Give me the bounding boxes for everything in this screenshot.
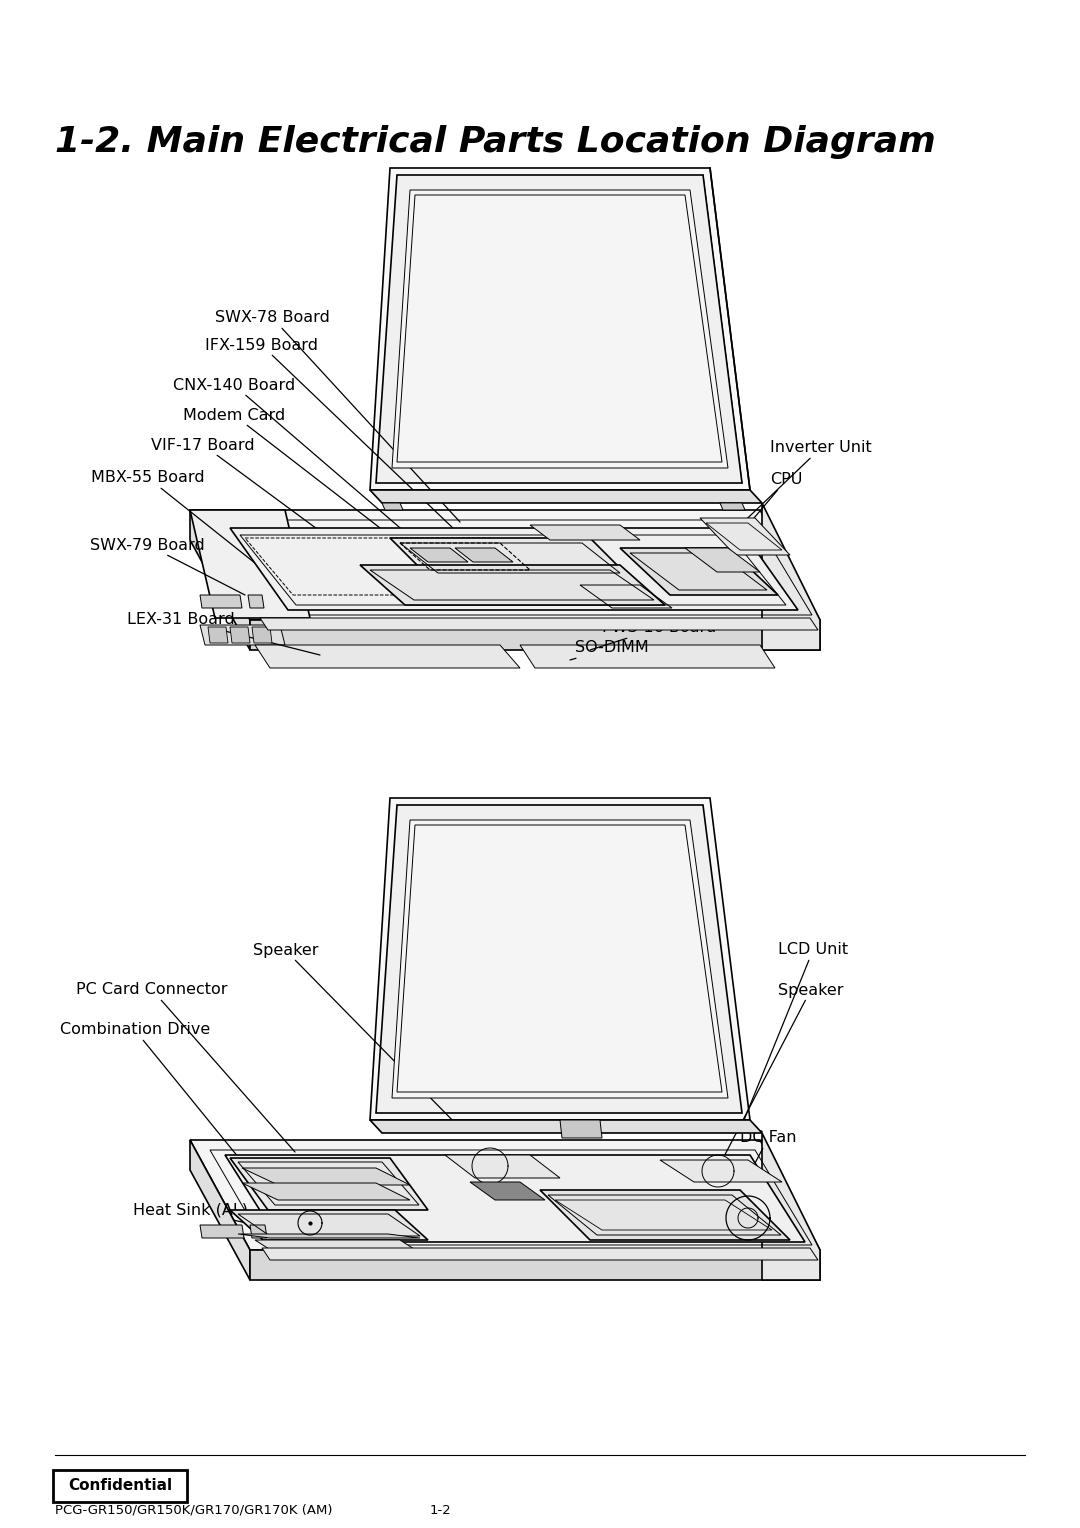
Polygon shape xyxy=(262,1248,818,1261)
Polygon shape xyxy=(249,1225,267,1238)
Polygon shape xyxy=(200,625,285,645)
Text: Speaker: Speaker xyxy=(718,983,843,1167)
Polygon shape xyxy=(392,189,728,468)
Polygon shape xyxy=(200,1225,244,1238)
Polygon shape xyxy=(260,617,818,630)
Polygon shape xyxy=(762,503,820,649)
Polygon shape xyxy=(249,620,820,649)
Text: PWS-16 Board: PWS-16 Board xyxy=(590,620,716,649)
Text: Confidential: Confidential xyxy=(68,1479,172,1493)
Polygon shape xyxy=(249,1250,820,1280)
Text: Inverter Unit: Inverter Unit xyxy=(730,440,872,535)
Text: 1-2. Main Electrical Parts Location Diagram: 1-2. Main Electrical Parts Location Diag… xyxy=(55,125,935,159)
Polygon shape xyxy=(230,626,249,643)
Text: HDD: HDD xyxy=(669,1167,737,1195)
Text: SWX-79 Board: SWX-79 Board xyxy=(91,538,245,594)
Polygon shape xyxy=(530,526,640,539)
Polygon shape xyxy=(242,1183,410,1199)
Polygon shape xyxy=(190,510,249,649)
Text: Combination Drive: Combination Drive xyxy=(59,1022,265,1190)
Polygon shape xyxy=(762,1132,820,1280)
Polygon shape xyxy=(190,1140,820,1250)
Text: SWX-78 Board: SWX-78 Board xyxy=(215,310,460,523)
Text: CNX-140 Board: CNX-140 Board xyxy=(173,377,420,545)
Text: Heat Sink (AL): Heat Sink (AL) xyxy=(133,1203,310,1238)
Polygon shape xyxy=(370,798,750,1120)
Text: CPU: CPU xyxy=(710,472,802,570)
Polygon shape xyxy=(390,538,630,578)
Polygon shape xyxy=(248,594,264,608)
Polygon shape xyxy=(370,490,762,503)
Text: DC Fan: DC Fan xyxy=(725,1131,797,1219)
Polygon shape xyxy=(225,1155,805,1242)
Text: 1-2: 1-2 xyxy=(430,1504,451,1516)
Polygon shape xyxy=(190,1140,249,1280)
Polygon shape xyxy=(660,1160,782,1183)
Polygon shape xyxy=(445,1155,561,1178)
Polygon shape xyxy=(252,626,272,643)
Polygon shape xyxy=(540,1190,789,1241)
Polygon shape xyxy=(255,1241,428,1258)
Polygon shape xyxy=(190,510,310,617)
Polygon shape xyxy=(255,645,519,668)
Text: PC Card Connector: PC Card Connector xyxy=(77,983,295,1152)
Polygon shape xyxy=(230,529,798,610)
Polygon shape xyxy=(470,1183,545,1199)
Text: Speaker: Speaker xyxy=(253,943,462,1131)
Polygon shape xyxy=(376,176,742,483)
Text: PCG-GR150/GR150K/GR170/GR170K (AM): PCG-GR150/GR150K/GR170/GR170K (AM) xyxy=(55,1504,333,1516)
Polygon shape xyxy=(238,1235,420,1238)
Text: MBX-55 Board: MBX-55 Board xyxy=(92,471,270,575)
Polygon shape xyxy=(190,510,820,620)
Text: IFX-159 Board: IFX-159 Board xyxy=(205,338,455,530)
Polygon shape xyxy=(455,549,513,562)
Polygon shape xyxy=(620,549,778,594)
Text: SO-DIMM: SO-DIMM xyxy=(570,640,649,660)
Polygon shape xyxy=(230,1210,428,1241)
Text: LEX-31 Board: LEX-31 Board xyxy=(127,613,320,656)
Text: Modem Card: Modem Card xyxy=(183,408,415,555)
Polygon shape xyxy=(685,549,760,571)
Polygon shape xyxy=(700,518,789,555)
Polygon shape xyxy=(242,1167,410,1186)
Polygon shape xyxy=(410,549,468,562)
Polygon shape xyxy=(200,594,242,608)
Polygon shape xyxy=(208,626,228,643)
Polygon shape xyxy=(360,565,665,605)
Polygon shape xyxy=(519,645,775,668)
Polygon shape xyxy=(376,805,742,1112)
Polygon shape xyxy=(392,821,728,1099)
Polygon shape xyxy=(720,503,745,510)
Polygon shape xyxy=(382,503,403,510)
Text: VIF-17 Board: VIF-17 Board xyxy=(151,437,370,568)
Polygon shape xyxy=(561,1120,602,1138)
FancyBboxPatch shape xyxy=(53,1470,187,1502)
Polygon shape xyxy=(370,1120,762,1132)
Polygon shape xyxy=(230,1158,428,1210)
Text: LCD Unit: LCD Unit xyxy=(742,943,848,1125)
Polygon shape xyxy=(370,168,750,490)
